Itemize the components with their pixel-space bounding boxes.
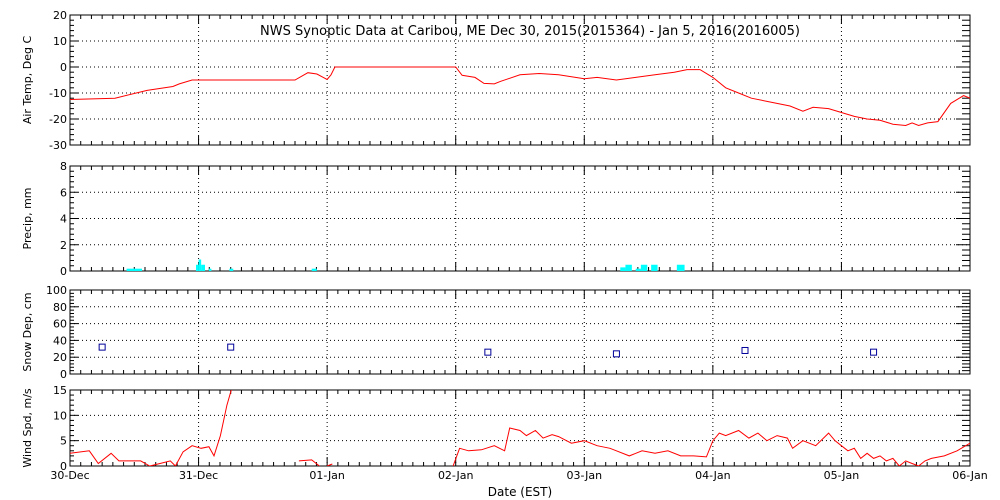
y-axis-label: Precip, mm [21,188,34,250]
y-axis-label: Snow Dep, cm [21,292,34,371]
y-tick-label: 15 [53,384,67,397]
precip-bar [126,268,142,271]
precip-bar [620,267,626,271]
y-axis-label: Air Temp, Deg C [21,36,34,125]
y-tick-label: 20 [53,9,67,22]
series-line [326,463,333,466]
snow-point [227,343,235,351]
plot-frame [69,389,971,467]
precip-bar [201,264,205,271]
plot-frame [69,165,971,272]
y-tick-label: 60 [53,318,67,331]
y-tick-label: 6 [60,186,67,199]
series-line [70,66,970,127]
x-tick-label: 05-Jan [824,469,860,482]
y-tick-label: 4 [60,213,67,226]
x-axis-label: Date (EST) [488,485,552,499]
y-tick-label: 2 [60,239,67,252]
y-tick-label: -10 [49,87,67,100]
plot-frame [69,289,971,375]
x-tick-label: 01-Jan [309,469,345,482]
snow-point [870,348,878,356]
y-tick-label: 10 [53,409,67,422]
y-tick-label: 8 [60,160,67,173]
precip-bar [229,268,234,271]
y-tick-label: 0 [60,265,67,278]
y-axis-label: Wind Spd, m/s [21,388,34,468]
series-line [452,427,970,466]
y-tick-label: -30 [49,139,67,152]
panel-2: 0 20 40 60 80 100 Snow Dep, cm [21,284,971,381]
y-tick-label: 40 [53,334,67,347]
data-layer [126,259,685,271]
precip-bar [311,268,317,271]
y-tick-label: 100 [46,284,67,297]
x-tick-label: 06-Jan [952,469,988,482]
y-tick-label: 20 [53,351,67,364]
x-tick-label: 03-Jan [567,469,603,482]
snow-point [484,348,492,356]
y-tick-label: 5 [60,435,67,448]
data-layer [98,343,878,358]
data-layer [70,390,970,466]
x-tick-label: 02-Jan [438,469,474,482]
precip-bar [196,264,199,271]
y-tick-label: -20 [49,113,67,126]
precip-bar [208,268,212,271]
y-tick-label: 0 [60,61,67,74]
precip-bar [640,264,648,271]
precip-bar [676,264,685,271]
x-tick-label: 04-Jan [695,469,731,482]
x-tick-label: 31-Dec [179,469,218,482]
precip-bar [635,268,641,271]
y-tick-label: 0 [60,368,67,381]
panel-0: -30 -20 -10 0 10 20 Air Temp, Deg C [21,9,971,152]
panel-1: 0 2 4 6 8 Precip, mm [21,160,971,278]
plot-frame [69,14,971,146]
y-tick-label: 0 [60,460,67,473]
chart-title: NWS Synoptic Data at Caribou, ME Dec 30,… [260,24,800,39]
y-tick-label: 10 [53,35,67,48]
precip-bar [198,259,202,271]
series-line [70,390,232,466]
precip-bar [651,264,658,271]
data-layer [70,66,970,127]
snow-point [612,350,620,358]
snow-point [741,346,749,354]
precip-bar [625,264,632,271]
panel-3: 0 5 10 15 Wind Spd, m/s 30-Dec 31-Dec 01-Jan 02-… [21,384,988,482]
x-tick-label: 30-Dec [50,469,89,482]
series-line [298,459,320,466]
y-tick-label: 80 [53,301,67,314]
snow-point [98,343,106,351]
